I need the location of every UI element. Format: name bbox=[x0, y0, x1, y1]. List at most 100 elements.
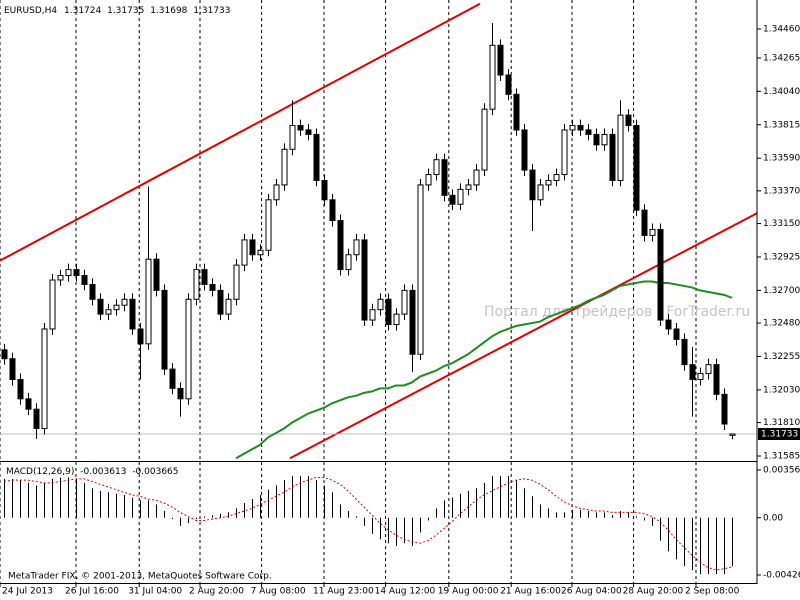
candle-body bbox=[281, 148, 288, 186]
candle-body bbox=[353, 239, 360, 256]
candle-body bbox=[497, 44, 504, 76]
candle-body bbox=[49, 279, 56, 330]
x-tick-label: 2 Aug 20:00 bbox=[189, 587, 244, 597]
candle-body bbox=[129, 298, 136, 330]
candle-body bbox=[425, 174, 432, 186]
last-open: 1.31724 bbox=[64, 6, 101, 16]
candle-body bbox=[705, 364, 712, 375]
x-tick-label: 31 Jul 04:00 bbox=[128, 587, 182, 597]
candle-body bbox=[401, 289, 408, 315]
candle-body bbox=[649, 228, 656, 236]
last-high: 1.31735 bbox=[107, 6, 144, 16]
trendline bbox=[0, 2, 481, 262]
candle-body bbox=[41, 328, 48, 430]
macd-y-tick-label: 0.00 bbox=[763, 513, 783, 523]
price-pane bbox=[0, 2, 757, 460]
macd-y-tick-label: 0.003563 bbox=[763, 465, 800, 475]
y-tick-label: 1.33590 bbox=[763, 154, 800, 164]
candle-body bbox=[625, 114, 632, 127]
x-tick-label: 26 Jul 16:00 bbox=[65, 587, 119, 597]
y-tick-label: 1.34265 bbox=[763, 53, 800, 63]
candle-body bbox=[673, 328, 680, 340]
candle-body bbox=[17, 378, 24, 400]
candle-body bbox=[529, 169, 536, 201]
candle-body bbox=[713, 364, 720, 395]
candle-body bbox=[465, 184, 472, 190]
candle-body bbox=[329, 199, 336, 222]
candle-body bbox=[729, 433, 736, 436]
y-tick-label: 1.33370 bbox=[763, 186, 800, 196]
candle-body bbox=[233, 264, 240, 300]
candle-body bbox=[537, 184, 544, 201]
candle-body bbox=[601, 133, 608, 146]
candle-body bbox=[481, 108, 488, 171]
candle-body bbox=[593, 133, 600, 146]
candle-body bbox=[369, 309, 376, 321]
candle-body bbox=[169, 368, 176, 389]
candle-body bbox=[721, 393, 728, 425]
candle-body bbox=[201, 269, 208, 285]
candle-body bbox=[65, 269, 72, 277]
y-tick-label: 1.34040 bbox=[763, 87, 800, 97]
candle-body bbox=[209, 283, 216, 291]
price-label-box bbox=[758, 428, 800, 441]
candle-body bbox=[377, 298, 384, 311]
candle-body bbox=[33, 408, 40, 430]
candle-body bbox=[553, 174, 560, 181]
candle-body bbox=[257, 249, 264, 256]
x-tick-label: 28 Aug 20:00 bbox=[623, 587, 684, 597]
candle-body bbox=[81, 275, 88, 285]
candle-body bbox=[433, 159, 440, 176]
candle-body bbox=[185, 298, 192, 400]
candle-body bbox=[145, 258, 152, 345]
candle-body bbox=[393, 313, 400, 326]
candle-body bbox=[193, 269, 200, 300]
candle-body bbox=[113, 304, 120, 311]
candle-body bbox=[505, 74, 512, 95]
candle-body bbox=[249, 239, 256, 256]
last-close: 1.31733 bbox=[193, 6, 230, 16]
macd-label: MACD(12,26,9) bbox=[6, 467, 74, 477]
candle-body bbox=[457, 188, 464, 205]
candle-body bbox=[689, 364, 696, 380]
axes: 1.34460 1.34265 1.34040 1.33815 1.33590 1.333… bbox=[0, 24, 800, 597]
candle-body bbox=[321, 179, 328, 201]
macd-y-tick-label: -0.004263 bbox=[763, 570, 800, 580]
candle-body bbox=[97, 298, 104, 315]
candle-body bbox=[265, 199, 272, 251]
x-tick-label: 19 Aug 00:00 bbox=[438, 587, 499, 597]
candle-body bbox=[73, 269, 80, 277]
candle-body bbox=[313, 133, 320, 181]
candle-body bbox=[289, 125, 296, 150]
candle-body bbox=[449, 194, 456, 205]
price-label: 1.31733 bbox=[761, 430, 798, 440]
candle-body bbox=[361, 239, 368, 321]
candle-body bbox=[561, 129, 568, 176]
candle-body bbox=[417, 184, 424, 355]
macd-header: MACD(12,26,9) -0.003613 -0.003665 bbox=[6, 467, 179, 477]
candle-body bbox=[273, 184, 280, 201]
candle-body bbox=[385, 298, 392, 326]
candle-body bbox=[305, 129, 312, 135]
candle-body bbox=[241, 239, 248, 266]
x-tick-label: 21 Aug 16:00 bbox=[500, 587, 561, 597]
x-tick-label: 7 Aug 08:00 bbox=[251, 587, 306, 597]
candle-body bbox=[409, 289, 416, 355]
y-tick-label: 1.32925 bbox=[763, 252, 800, 262]
candle-body bbox=[121, 298, 128, 306]
x-tick-label: 2 Sep 08:00 bbox=[685, 587, 740, 597]
candle-body bbox=[25, 398, 32, 410]
candle-body bbox=[633, 125, 640, 211]
candle-body bbox=[105, 309, 112, 315]
candle-body bbox=[577, 125, 584, 131]
candle-body bbox=[89, 283, 96, 300]
y-tick-label: 1.31585 bbox=[763, 451, 800, 461]
macd-signal bbox=[3, 476, 733, 571]
candle-body bbox=[137, 328, 144, 345]
candle-body bbox=[617, 114, 624, 181]
candle-body bbox=[545, 179, 552, 186]
candle-body bbox=[697, 373, 704, 380]
